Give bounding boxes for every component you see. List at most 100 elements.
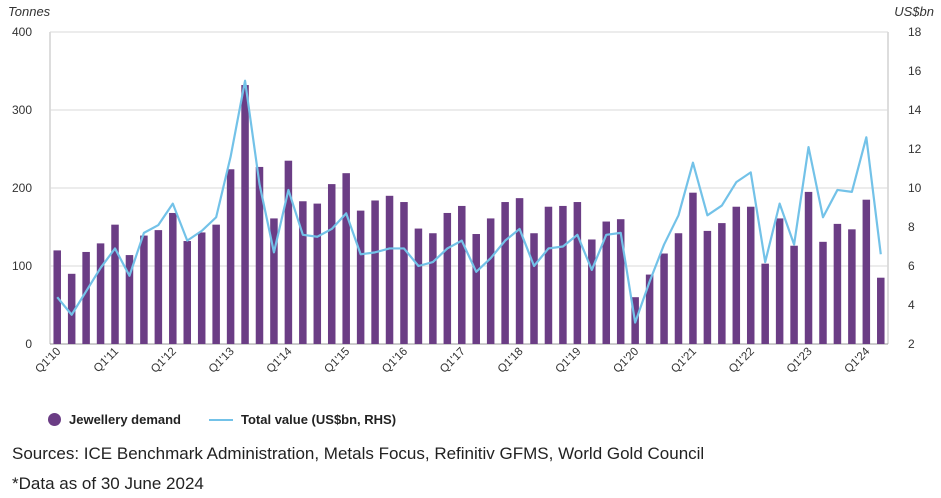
line-series — [56, 79, 882, 324]
bar — [197, 232, 206, 344]
legend: Jewellery demand Total value (US$bn, RHS… — [48, 412, 396, 427]
bar — [443, 212, 452, 344]
bar — [67, 273, 76, 344]
bar — [371, 200, 379, 344]
bar — [270, 218, 278, 344]
bar — [530, 233, 538, 344]
bar — [501, 202, 509, 344]
bar — [877, 277, 885, 344]
bar — [356, 210, 365, 344]
bar — [111, 224, 119, 344]
combo-chart: Tonnes US$bn 0 100 200 300 400 2 4 6 8 10 12 14 16 1… — [8, 4, 934, 376]
bar — [718, 223, 726, 344]
bar — [689, 192, 697, 344]
bar — [703, 230, 712, 344]
bar — [775, 218, 784, 344]
bar — [226, 169, 235, 344]
left-tick-label: 400 — [12, 25, 32, 39]
bar — [588, 239, 596, 344]
bar — [212, 224, 220, 344]
bar — [746, 206, 755, 344]
x-tick-label: Q1'12 — [149, 346, 179, 376]
x-tick-label: Q1'10 — [33, 346, 63, 376]
bar — [342, 173, 350, 344]
bar — [183, 241, 192, 344]
bar — [313, 203, 322, 344]
x-tick-label: Q1'20 — [611, 346, 641, 376]
bar — [299, 201, 307, 344]
x-tick-label: Q1'22 — [727, 346, 757, 376]
bar — [154, 230, 163, 344]
bar — [96, 243, 105, 344]
footnote: *Data as of 30 June 2024 — [12, 474, 204, 493]
bar — [848, 229, 856, 344]
x-tick-label: Q1'24 — [843, 345, 873, 375]
bar — [559, 205, 567, 344]
right-tick-label: 6 — [908, 259, 915, 273]
right-tick-label: 10 — [908, 181, 922, 195]
x-tick-label: Q1'21 — [669, 346, 699, 376]
bar — [327, 184, 336, 344]
bar — [819, 241, 827, 344]
right-tick-label: 2 — [908, 337, 915, 351]
legend-line-label: Total value (US$bn, RHS) — [241, 412, 397, 427]
sources-note: Sources: ICE Benchmark Administration, M… — [12, 444, 705, 463]
bar — [602, 221, 611, 344]
x-tick-label: Q1'18 — [496, 346, 526, 376]
legend-bar-swatch — [48, 413, 61, 426]
bar — [862, 199, 871, 344]
bar — [660, 253, 668, 344]
bar — [761, 263, 769, 344]
x-tick-label: Q1'15 — [322, 346, 352, 376]
bar — [472, 234, 480, 344]
bar — [645, 274, 654, 344]
bar — [804, 191, 813, 344]
bar — [790, 245, 798, 344]
bar — [515, 198, 524, 344]
bar — [385, 195, 394, 344]
bar — [458, 205, 466, 344]
bar — [573, 202, 582, 344]
bar — [169, 212, 177, 344]
bar — [544, 206, 553, 344]
bar — [241, 85, 249, 344]
right-tick-label: 18 — [908, 25, 922, 39]
x-tick-label: Q1'17 — [438, 346, 468, 376]
x-tick-label: Q1'13 — [207, 346, 237, 376]
left-tick-label: 0 — [25, 337, 32, 351]
series-line — [56, 79, 882, 324]
x-axis: Q1'10 Q1'11 Q1'12 Q1'13 Q1'14 Q1'15 Q1'16 Q1'17… — [33, 345, 872, 375]
right-tick-label: 8 — [908, 220, 915, 234]
legend-bar-label: Jewellery demand — [69, 412, 181, 427]
right-tick-label: 4 — [908, 298, 915, 312]
bar — [414, 228, 423, 344]
bar — [486, 218, 495, 344]
x-tick-label: Q1'23 — [785, 346, 815, 376]
x-tick-label: Q1'16 — [380, 346, 410, 376]
left-axis-title: Tonnes — [8, 4, 51, 19]
right-tick-label: 16 — [908, 64, 922, 78]
bar — [284, 160, 293, 344]
left-tick-label: 100 — [12, 259, 32, 273]
right-axis-title: US$bn — [894, 4, 934, 19]
right-axis: 2 4 6 8 10 12 14 16 18 — [908, 25, 922, 351]
legend-line-swatch — [209, 418, 233, 421]
bar — [125, 255, 134, 344]
bar-series — [53, 85, 885, 344]
left-tick-label: 200 — [12, 181, 32, 195]
right-tick-label: 14 — [908, 103, 922, 117]
bar — [616, 219, 625, 344]
left-tick-label: 300 — [12, 103, 32, 117]
x-tick-label: Q1'19 — [554, 346, 584, 376]
x-tick-label: Q1'11 — [92, 346, 121, 375]
bar — [833, 223, 842, 344]
right-tick-label: 12 — [908, 142, 922, 156]
left-axis: 0 100 200 300 400 — [12, 25, 32, 351]
bar — [255, 166, 264, 344]
bar — [674, 233, 683, 344]
bar — [400, 202, 408, 344]
bar — [732, 206, 741, 344]
x-tick-label: Q1'14 — [265, 345, 295, 375]
bar — [82, 251, 90, 344]
bar — [140, 235, 148, 344]
